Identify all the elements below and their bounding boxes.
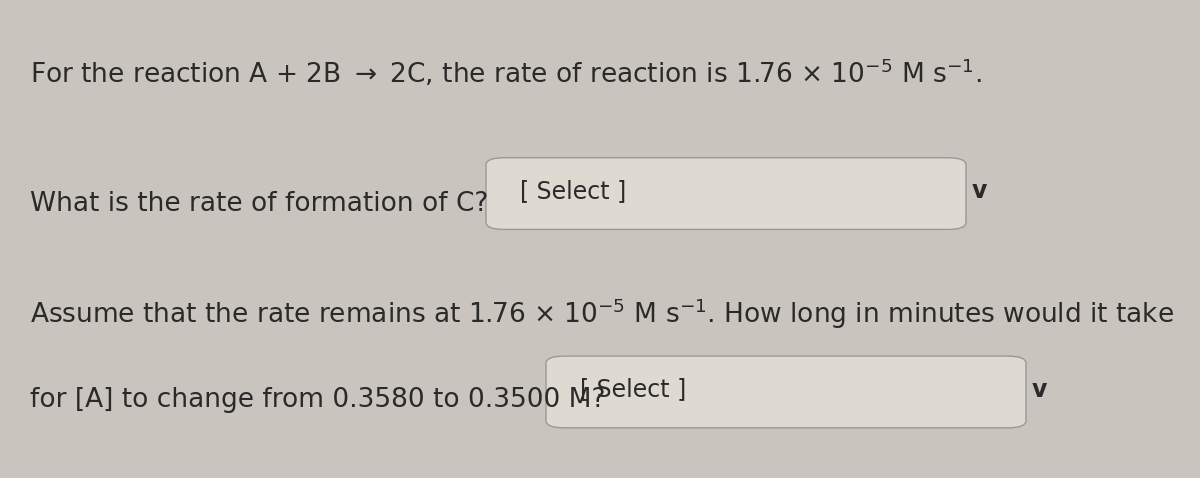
Text: For the reaction A + 2B $\rightarrow$ 2C, the rate of reaction is 1.76 $\times$ : For the reaction A + 2B $\rightarrow$ 2C… bbox=[30, 57, 982, 89]
Text: for [A] to change from 0.3580 to 0.3500 M?: for [A] to change from 0.3580 to 0.3500 … bbox=[30, 387, 606, 413]
FancyBboxPatch shape bbox=[546, 356, 1026, 428]
Text: v: v bbox=[1032, 378, 1048, 402]
Text: v: v bbox=[972, 179, 988, 203]
FancyBboxPatch shape bbox=[486, 158, 966, 229]
Text: [ Select ]: [ Select ] bbox=[520, 179, 626, 203]
Text: Assume that the rate remains at 1.76 $\times$ 10$^{-5}$ M s$^{-1}$. How long in : Assume that the rate remains at 1.76 $\t… bbox=[30, 296, 1174, 331]
Text: [ Select ]: [ Select ] bbox=[580, 378, 686, 402]
Text: What is the rate of formation of C?: What is the rate of formation of C? bbox=[30, 191, 488, 217]
